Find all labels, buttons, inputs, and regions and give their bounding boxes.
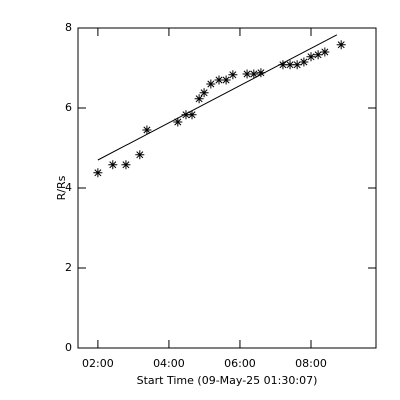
- data-point: [173, 117, 183, 127]
- data-point: [285, 60, 295, 70]
- data-point: [228, 70, 238, 80]
- data-point: [313, 50, 323, 60]
- data-point: [320, 47, 330, 57]
- data-point: [121, 160, 131, 170]
- data-point: [181, 110, 191, 120]
- data-point: [206, 79, 216, 89]
- plot-frame: [77, 27, 377, 349]
- y-tick-label: 8: [65, 21, 72, 34]
- data-point: [278, 60, 288, 70]
- data-point: [93, 168, 103, 178]
- data-point: [194, 94, 204, 104]
- y-axis-label: R/Rs: [55, 175, 68, 200]
- data-point: [199, 88, 209, 98]
- data-point: [187, 110, 197, 120]
- x-tick-label: 02:00: [82, 357, 114, 370]
- data-point: [336, 40, 346, 50]
- x-axis-label: Start Time (09-May-25 01:30:07): [137, 374, 318, 387]
- data-point: [299, 57, 309, 67]
- data-point: [292, 60, 302, 70]
- data-point: [249, 69, 259, 79]
- data-point: [256, 68, 266, 78]
- data-point: [221, 75, 231, 85]
- fit-line: [97, 34, 338, 161]
- x-tick-label: 06:00: [224, 357, 256, 370]
- y-tick-label: 6: [65, 101, 72, 114]
- data-point: [108, 160, 118, 170]
- data-point: [142, 125, 152, 135]
- x-tick-label: 08:00: [295, 357, 327, 370]
- data-point: [306, 52, 316, 62]
- data-point: [135, 150, 145, 160]
- x-tick-label: 04:00: [153, 357, 185, 370]
- y-tick-label: 0: [65, 341, 72, 354]
- data-point: [242, 69, 252, 79]
- data-point: [214, 75, 224, 85]
- y-tick-label: 2: [65, 261, 72, 274]
- y-tick-label: 4: [65, 181, 72, 194]
